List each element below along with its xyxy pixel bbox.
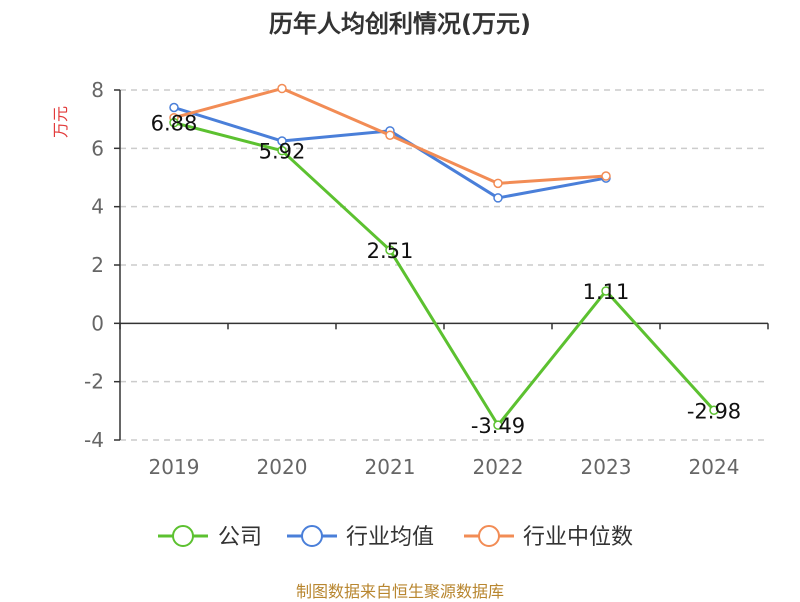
x-tick-label: 2024 [689, 455, 740, 479]
data-point [277, 145, 287, 156]
series-line [173, 106, 607, 200]
data-labels: 6.88 5.92 2.51 -3.49 1.11 -2.98 [151, 112, 742, 438]
data-point [493, 193, 503, 203]
legend-marker [478, 525, 500, 547]
data-point [493, 420, 503, 430]
legend-label: 行业均值 [346, 525, 434, 550]
axes: 8 6 4 2 0 -2 -4 2019 2020 2021 2022 2023 2024 万元 [51, 78, 769, 479]
x-tick-label: 2023 [581, 455, 632, 479]
x-tick-label: 2021 [365, 455, 416, 479]
series-lines [169, 83, 719, 430]
series-line [173, 121, 716, 427]
y-axis-title: 万元 [51, 106, 70, 138]
data-point [601, 286, 611, 296]
gridlines [120, 89, 768, 441]
data-label: 5.92 [259, 140, 306, 164]
data-point [169, 117, 179, 128]
source-footer: 制图数据来自恒生聚源数据库 [295, 582, 504, 601]
data-point [277, 136, 287, 146]
data-point [601, 171, 611, 181]
y-tick-label: 6 [91, 136, 104, 160]
y-tick-label: -4 [84, 428, 104, 452]
x-tick-label: 2019 [149, 455, 200, 479]
data-point [277, 83, 287, 94]
legend: 公司 行业均值 行业中位数 [158, 525, 633, 550]
data-point [169, 102, 179, 113]
data-label: -3.49 [471, 414, 525, 438]
y-tick-label: -2 [84, 370, 104, 394]
y-tick-label: 8 [91, 78, 104, 102]
data-point [385, 245, 395, 255]
legend-label: 行业中位数 [523, 525, 633, 550]
x-tick-label: 2022 [473, 455, 524, 479]
data-point [709, 405, 719, 415]
legend-marker [172, 525, 194, 547]
y-tick-label: 0 [91, 311, 104, 335]
y-tick-label: 4 [91, 195, 104, 219]
legend-label: 公司 [218, 525, 262, 550]
legend-marker [301, 525, 323, 547]
data-label: 2.51 [367, 239, 414, 263]
data-point [385, 130, 395, 140]
data-label: -2.98 [687, 399, 741, 423]
data-label: 6.88 [151, 112, 198, 136]
x-tick-label: 2020 [257, 455, 308, 479]
data-point [493, 178, 503, 189]
y-tick-label: 2 [91, 253, 104, 277]
chart-title: 历年人均创利情况(万元) [269, 10, 531, 38]
data-label: 1.11 [583, 280, 630, 304]
